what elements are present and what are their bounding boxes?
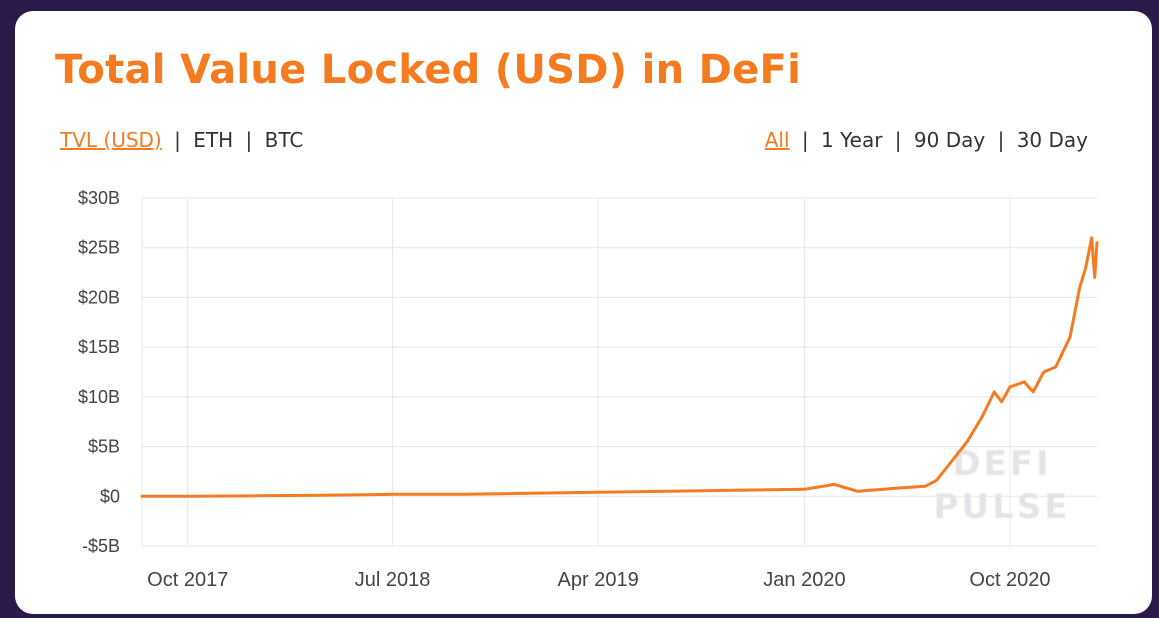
range-90-day[interactable]: 90 Day [913,128,986,152]
y-tick-label: $0 [100,486,120,506]
tvl-series-line [140,236,1099,498]
y-tick-label: $30B [78,188,120,208]
range-30-day[interactable]: 30 Day [1016,128,1088,152]
y-tick-label: -$5B [82,536,120,556]
watermark-line-1: DEFI [952,444,1051,484]
x-tick-label: Oct 2017 [147,569,228,591]
toggle-eth[interactable]: ETH [193,128,234,152]
y-axis: $30B $25B $20B $15B $10B $5B $0 -$5B [78,188,120,556]
range-all[interactable]: All [764,128,790,152]
chart-title: Total Value Locked (USD) in DeFi [55,47,802,93]
separator: | [245,128,253,152]
separator: | [894,128,902,152]
watermark-line-2: PULSE [934,487,1071,527]
x-tick-label: Apr 2019 [558,569,639,591]
separator: | [801,128,809,152]
toggle-tvl-usd[interactable]: TVL (USD) [60,128,162,152]
y-tick-label: $10B [78,387,120,407]
metric-toggle-group: TVL (USD) | ETH | BTC [60,128,303,152]
range-toggle-group: All | 1 Year | 90 Day | 30 Day [765,128,1088,152]
chart-grid [141,197,1097,547]
separator: | [174,128,181,152]
x-tick-label: Oct 2020 [969,569,1050,591]
chart-card: Total Value Locked (USD) in DeFi TVL (US… [15,11,1152,614]
y-tick-label: $20B [78,287,120,307]
defi-pulse-watermark: DEFI PULSE [933,444,1071,528]
separator: | [997,128,1005,152]
x-tick-label: Jul 2018 [355,569,431,591]
y-tick-label: $15B [78,337,120,357]
y-tick-label: $25B [78,238,120,258]
x-tick-label: Jan 2020 [763,569,845,591]
toggle-btc[interactable]: BTC [264,128,304,152]
x-axis: Oct 2017 Jul 2018 Apr 2019 Jan 2020 Oct 2020 [147,569,1050,591]
series-group [140,236,1099,498]
range-1-year[interactable]: 1 Year [821,128,883,152]
tvl-line-chart: DEFI PULSE $30B $25B $20B $15B $10B $5B $0 -$5B… [78,188,1099,591]
y-tick-label: $5B [88,437,120,457]
